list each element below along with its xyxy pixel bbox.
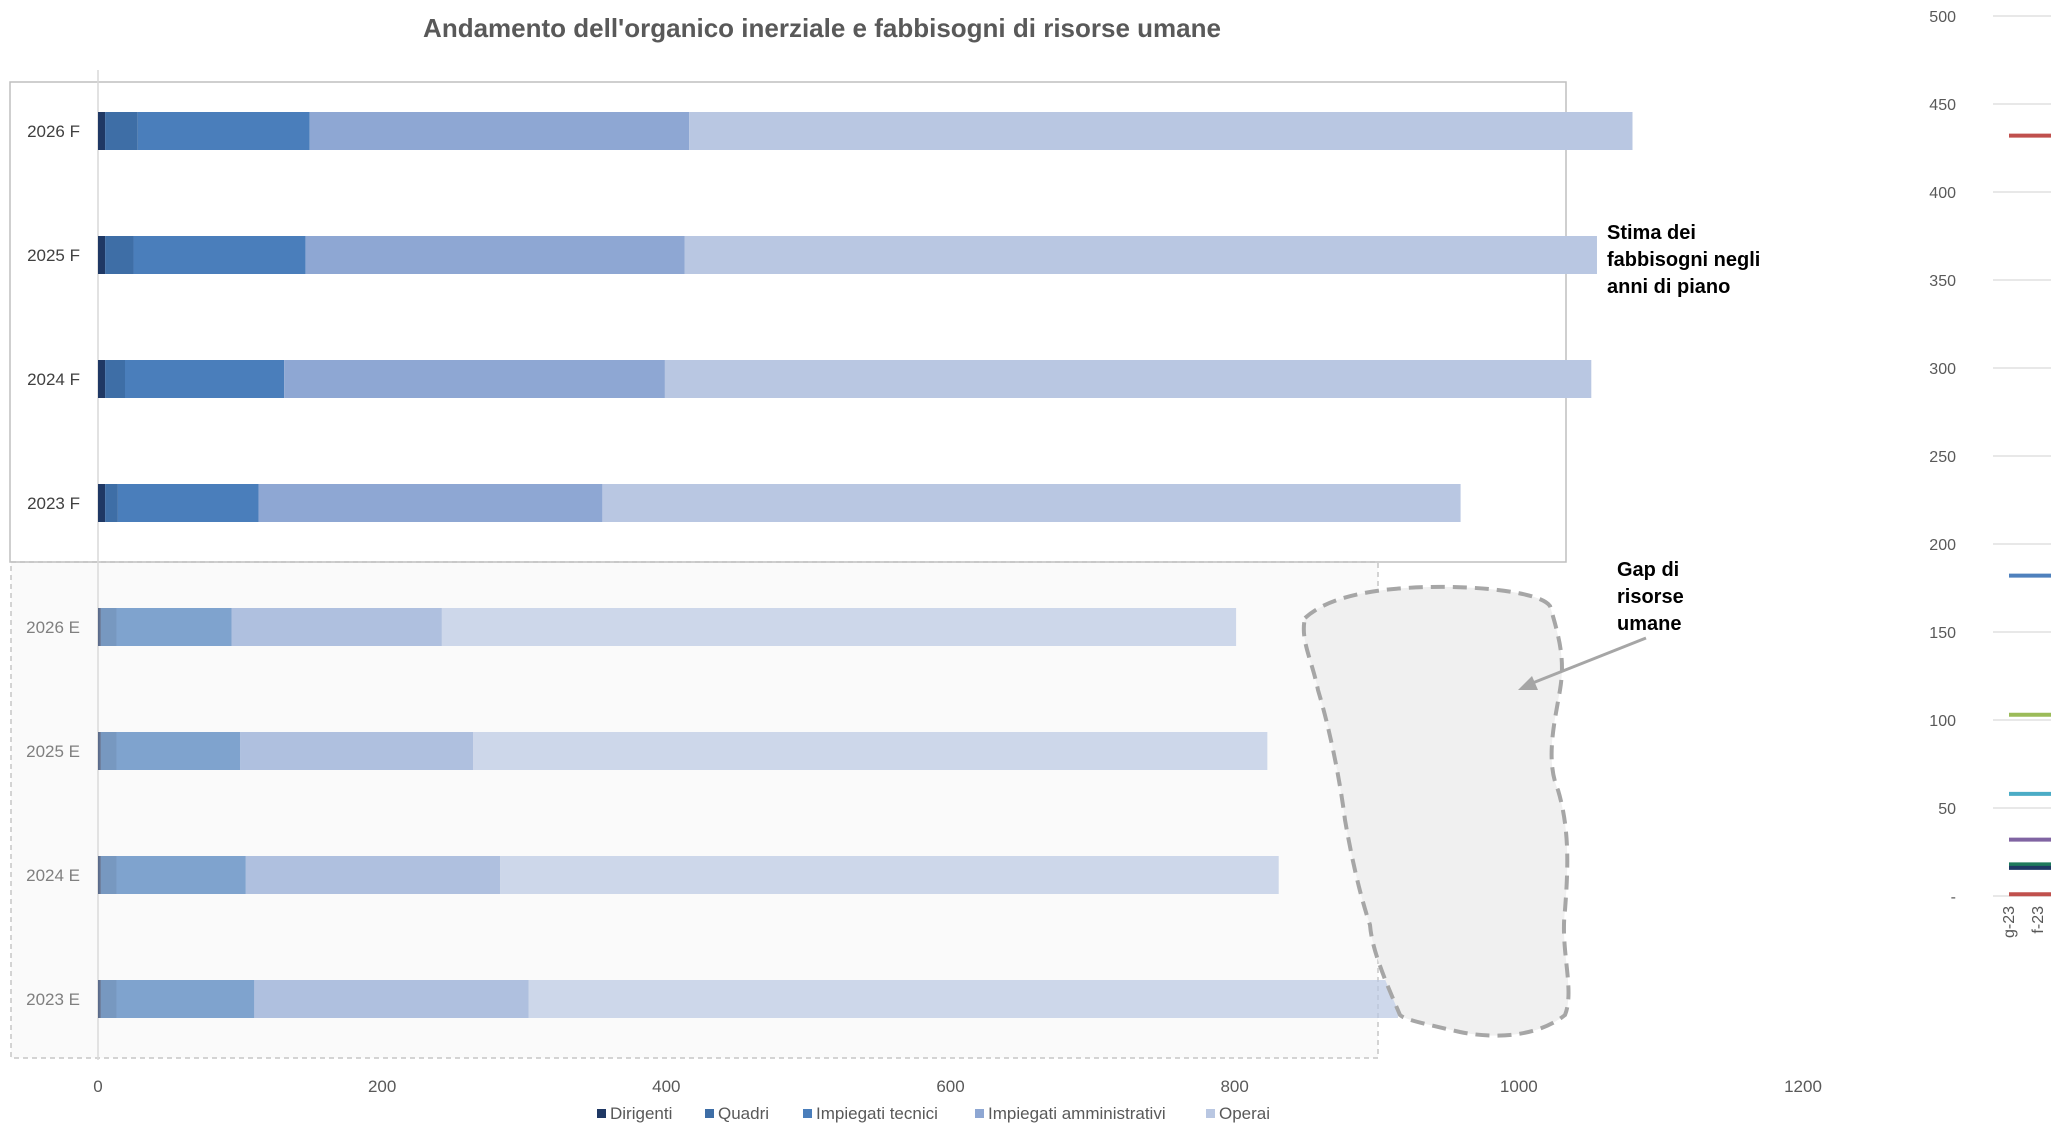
bar-segment-dirigenti — [98, 112, 106, 150]
bar-segment-quadri — [105, 360, 125, 398]
right-y-tick-label: 250 — [1929, 449, 1956, 466]
legend-label: Quadri — [718, 1104, 769, 1123]
bar-segment-dirigenti — [98, 484, 106, 522]
category-label: 2024 F — [27, 370, 80, 389]
gap-arrow — [1524, 636, 1647, 688]
bar-segment-impiegati-amministrativi — [284, 360, 665, 398]
x-tick-label: 400 — [652, 1077, 680, 1096]
category-label: 2025 F — [27, 246, 80, 265]
right-y-tick-label: 400 — [1929, 185, 1956, 202]
bar-segment-impiegati-amministrativi — [309, 112, 690, 150]
bar-segment-dirigenti — [98, 360, 106, 398]
right-y-tick-label: 150 — [1929, 625, 1956, 642]
x-tick-label: 800 — [1220, 1077, 1248, 1096]
forecast-region — [9, 81, 1567, 563]
bar-segment-dirigenti — [98, 732, 101, 770]
note-stima-line-3: anni di piano — [1607, 276, 1730, 298]
gap-shape — [1301, 584, 1571, 1038]
bar-segment-impiegati-tecnici — [133, 236, 306, 274]
bar-segment-dirigenti — [98, 980, 101, 1018]
note-gap-line-1: Gap di — [1617, 559, 1679, 581]
category-label: 2024 E — [26, 866, 80, 885]
bar-segment-quadri — [105, 236, 134, 274]
bar-segment-operai — [500, 856, 1279, 894]
category-labels: 2026 F 2025 F 2024 F 2023 F 2026 E 2025 E 2024… — [26, 122, 80, 1009]
bar-segment-operai — [664, 360, 1592, 398]
bar-segment-impiegati-amministrativi — [231, 608, 442, 646]
bar-segment-quadri — [100, 732, 117, 770]
x-tick-label: 600 — [936, 1077, 964, 1096]
bar-segment-impiegati-tecnici — [117, 484, 259, 522]
bar-segment-dirigenti — [98, 236, 106, 274]
secondary-line-chart: 500 450 400 350 300 250 200 150 100 50 - g-23 f-23 — [1929, 9, 2051, 938]
legend-swatch — [803, 1109, 812, 1118]
note-stima-line-1: Stima dei — [1607, 222, 1696, 244]
note-stima: Stima dei fabbisogni negli anni di piano — [1607, 222, 1766, 298]
legend: Dirigenti Quadri Impiegati tecnici Impiegat… — [597, 1104, 1270, 1123]
bar-segment-operai — [689, 112, 1633, 150]
right-x-tick-label: f-23 — [2030, 906, 2047, 934]
bar-segment-impiegati-tecnici — [137, 112, 310, 150]
legend-label: Impiegati tecnici — [816, 1104, 938, 1123]
gap-arrow-head — [1518, 676, 1538, 690]
x-tick-label: 1200 — [1784, 1077, 1822, 1096]
bar-segment-operai — [473, 732, 1268, 770]
category-label: 2026 F — [27, 122, 80, 141]
bar-segment-operai — [684, 236, 1597, 274]
bar-segment-operai — [528, 980, 1399, 1018]
bar-segment-quadri — [105, 484, 118, 522]
right-y-tick-label: 300 — [1929, 361, 1956, 378]
note-gap: Gap di risorse umane — [1617, 559, 1689, 635]
right-y-tick-label: 100 — [1929, 713, 1956, 730]
right-y-tick-label: 450 — [1929, 97, 1956, 114]
bar-segment-impiegati-tecnici — [116, 608, 232, 646]
bar-segment-quadri — [100, 608, 117, 646]
x-axis-ticks: 0 200 400 600 800 1000 1200 — [93, 1077, 1822, 1096]
bar-segment-impiegati-tecnici — [124, 360, 285, 398]
bar-segment-quadri — [100, 856, 117, 894]
right-y-tick-label: 200 — [1929, 537, 1956, 554]
legend-label: Impiegati amministrativi — [988, 1104, 1166, 1123]
right-y-tick-label: 50 — [1938, 801, 1956, 818]
category-label: 2026 E — [26, 618, 80, 637]
note-gap-line-2: risorse — [1617, 586, 1684, 608]
right-y-tick-label: - — [1951, 889, 1956, 906]
bar-segment-operai — [602, 484, 1461, 522]
bars-group — [98, 112, 1633, 1018]
bar-segment-impiegati-tecnici — [116, 856, 246, 894]
legend-swatch — [597, 1109, 606, 1118]
x-tick-label: 0 — [93, 1077, 102, 1096]
bar-segment-impiegati-amministrativi — [240, 732, 474, 770]
legend-label: Dirigenti — [610, 1104, 672, 1123]
right-y-tick-label: 350 — [1929, 273, 1956, 290]
legend-swatch — [975, 1109, 984, 1118]
x-tick-label: 200 — [368, 1077, 396, 1096]
category-label: 2023 F — [27, 494, 80, 513]
note-gap-line-3: umane — [1617, 613, 1681, 635]
bar-segment-quadri — [100, 980, 117, 1018]
bar-segment-operai — [441, 608, 1237, 646]
legend-swatch — [705, 1109, 714, 1118]
bar-segment-dirigenti — [98, 856, 101, 894]
legend-label: Operai — [1219, 1104, 1270, 1123]
category-label: 2023 E — [26, 990, 80, 1009]
right-x-tick-label: g-23 — [2001, 906, 2018, 938]
bar-segment-impiegati-amministrativi — [305, 236, 685, 274]
legend-swatch — [1206, 1109, 1215, 1118]
bar-segment-impiegati-amministrativi — [258, 484, 603, 522]
bar-segment-dirigenti — [98, 608, 101, 646]
category-label: 2025 E — [26, 742, 80, 761]
bar-segment-impiegati-amministrativi — [245, 856, 501, 894]
right-y-tick-label: 500 — [1929, 9, 1956, 26]
bar-segment-impiegati-tecnici — [116, 980, 255, 1018]
bar-segment-quadri — [105, 112, 138, 150]
chart-title: Andamento dell'organico inerziale e fabb… — [423, 13, 1221, 43]
bar-segment-impiegati-amministrativi — [254, 980, 529, 1018]
x-tick-label: 1000 — [1500, 1077, 1538, 1096]
note-stima-line-2: fabbisogni negli — [1607, 249, 1760, 271]
bar-segment-impiegati-tecnici — [116, 732, 241, 770]
